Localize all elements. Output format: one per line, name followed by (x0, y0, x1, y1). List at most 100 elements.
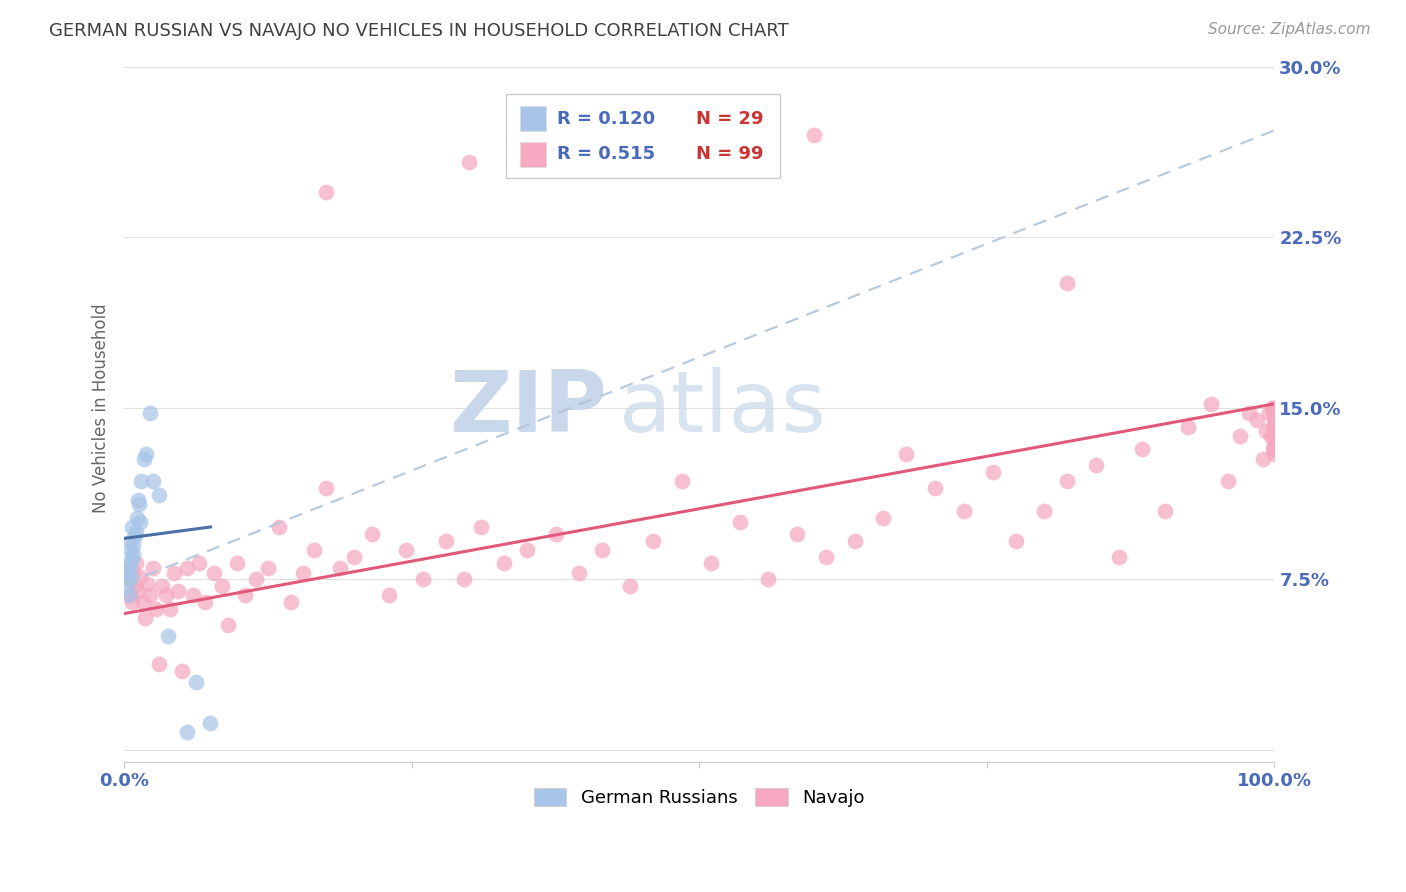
Point (142, 561, 165, 575)
Point (619, 579, 641, 593)
Point (395, 542, 418, 557)
Point (872, 511, 894, 525)
Point (1263, 419, 1285, 434)
Point (1263, 419, 1285, 434)
Point (516, 542, 538, 557)
Point (131, 475, 153, 489)
Point (1263, 447, 1285, 461)
Point (131, 595, 153, 609)
Point (643, 533, 665, 548)
Point (245, 573, 267, 587)
Point (118, 573, 141, 587)
Point (1056, 276, 1078, 290)
Point (176, 725, 198, 739)
Point (981, 465, 1004, 479)
Point (202, 566, 225, 580)
Point (148, 657, 170, 671)
Point (1154, 504, 1177, 518)
Text: atlas: atlas (619, 367, 827, 450)
Point (269, 520, 291, 534)
Point (200, 716, 222, 731)
Point (117, 573, 139, 587)
Point (458, 155, 481, 169)
Point (176, 561, 198, 575)
Point (1263, 429, 1285, 443)
Text: GERMAN RUSSIAN VS NAVAJO NO VEHICLES IN HOUSEHOLD CORRELATION CHART: GERMAN RUSSIAN VS NAVAJO NO VEHICLES IN … (49, 22, 789, 40)
Point (1263, 419, 1285, 434)
Point (329, 561, 352, 575)
Point (814, 549, 837, 564)
Point (120, 533, 142, 548)
Text: N = 29: N = 29 (696, 110, 763, 128)
Point (1263, 435, 1285, 450)
Point (1263, 413, 1285, 427)
Point (1218, 475, 1240, 489)
Point (1263, 442, 1285, 457)
Point (1263, 424, 1285, 438)
Point (343, 549, 366, 564)
Point (138, 406, 160, 420)
Point (291, 566, 314, 580)
Point (138, 588, 160, 602)
Point (163, 566, 186, 580)
Point (150, 579, 173, 593)
Point (125, 557, 148, 571)
Point (1257, 406, 1279, 420)
Point (194, 595, 217, 609)
Point (492, 557, 515, 571)
Point (728, 516, 751, 530)
Point (434, 533, 457, 548)
Point (188, 557, 211, 571)
Text: R = 0.120: R = 0.120 (557, 110, 655, 128)
Point (1033, 504, 1056, 518)
Point (1085, 458, 1108, 473)
Point (1130, 442, 1153, 457)
Point (124, 529, 146, 543)
Point (136, 577, 159, 591)
Point (125, 524, 148, 539)
Point (129, 570, 152, 584)
Point (924, 481, 946, 495)
Point (145, 602, 167, 616)
Point (1256, 424, 1278, 438)
Point (1263, 442, 1285, 457)
Point (226, 557, 249, 571)
Point (120, 561, 142, 575)
Point (129, 516, 152, 530)
Point (134, 611, 156, 625)
Point (1263, 401, 1285, 416)
Point (167, 583, 190, 598)
Point (118, 561, 141, 575)
Point (127, 492, 149, 507)
Point (120, 570, 142, 584)
Point (315, 481, 337, 495)
Point (1246, 413, 1268, 427)
Point (567, 566, 589, 580)
Point (122, 566, 145, 580)
Point (671, 475, 693, 489)
Point (127, 583, 149, 598)
Point (233, 588, 256, 602)
Point (302, 542, 325, 557)
Point (122, 538, 145, 552)
Legend: German Russians, Navajo: German Russians, Navajo (524, 779, 875, 816)
Point (128, 497, 150, 511)
Point (217, 618, 239, 632)
Text: N = 99: N = 99 (696, 145, 763, 163)
Point (118, 542, 141, 557)
Point (756, 573, 779, 587)
Point (118, 588, 141, 602)
Point (378, 588, 401, 602)
Point (117, 566, 139, 580)
Point (844, 533, 866, 548)
Point (591, 542, 613, 557)
Point (1177, 419, 1199, 434)
Point (1263, 406, 1285, 420)
Point (135, 447, 157, 461)
Point (700, 557, 723, 571)
Point (118, 557, 141, 571)
Point (896, 447, 918, 461)
Point (155, 588, 177, 602)
Point (1251, 451, 1274, 466)
Point (360, 526, 382, 541)
